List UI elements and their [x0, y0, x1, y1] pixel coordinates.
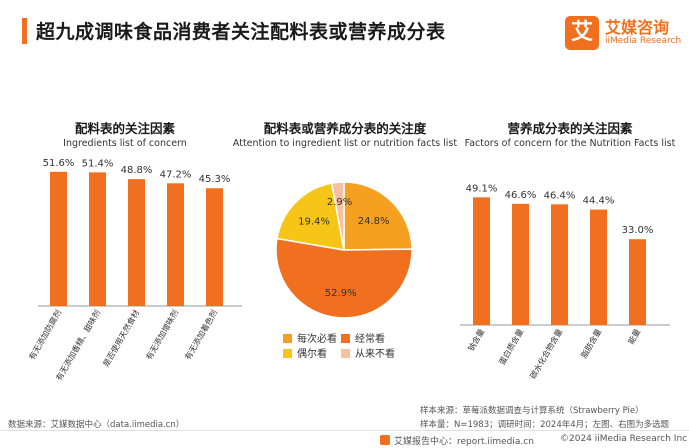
nutrition-bar — [473, 197, 490, 325]
legend-item-always: 每次必看 — [283, 330, 337, 345]
title-accent-bar — [22, 18, 27, 44]
ingredients-bar — [89, 172, 106, 306]
ingredients-bar — [50, 171, 67, 306]
legend-swatch — [283, 349, 292, 358]
right-chart-title: 营养成分表的关注因素 — [507, 121, 633, 136]
logo-mark: 艾 — [565, 16, 599, 50]
nutrition-value-label: 46.4% — [544, 190, 576, 201]
pie-value-label: 52.9% — [325, 288, 357, 299]
sample-size-note: 样本量：N=1983；调研时间：2024年4月；左图、右图为多选题 — [420, 420, 670, 430]
nutrition-category-label: 能量 — [626, 327, 643, 346]
report-icon — [380, 435, 390, 445]
logo-name-en: iiMedia Research — [605, 36, 682, 46]
left-chart-title: 配料表的关注因素 — [74, 121, 175, 136]
nutrition-bar — [551, 204, 568, 325]
footer-report-text: 艾媒报告中心：report.iimedia.cn — [394, 437, 534, 447]
nutrition-category-label: 蛋白质含量 — [497, 327, 526, 367]
page-title: 超九成调味食品消费者关注配料表或营养成分表 — [36, 21, 446, 43]
nutrition-value-label: 33.0% — [622, 225, 654, 236]
footer-divider — [0, 430, 689, 431]
pie-value-label: 2.9% — [327, 197, 352, 208]
ingredients-value-label: 51.6% — [43, 158, 75, 169]
logo-name-cn: 艾媒咨询 — [605, 18, 670, 37]
legend-label: 经常看 — [355, 334, 385, 345]
ingredients-bar — [128, 179, 145, 306]
ingredients-value-label: 47.2% — [160, 169, 192, 180]
pie-slice — [275, 237, 413, 319]
data-source-note: 数据来源：艾媒数据中心（data.iimedia.cn） — [8, 420, 185, 430]
nutrition-bar — [590, 209, 607, 325]
footer-copyright: ©2024 iiMedia Research Inc — [560, 434, 688, 444]
iimedia-logo: 艾 艾媒咨询 iiMedia Research — [565, 14, 682, 52]
legend-item-often: 经常看 — [341, 330, 385, 345]
pie-slice — [276, 182, 345, 251]
legend-label: 从来不看 — [355, 349, 395, 360]
legend-item-sometimes: 偶尔看 — [283, 345, 327, 360]
nutrition-value-label: 49.1% — [466, 183, 498, 194]
footer-report[interactable]: 艾媒报告中心：report.iimedia.cn — [380, 434, 534, 447]
nutrition-value-label: 44.4% — [583, 196, 615, 207]
pie-chart-title: 配料表或营养成分表的关注度 — [263, 121, 427, 136]
ingredients-value-label: 51.4% — [82, 158, 114, 169]
legend-swatch — [283, 334, 292, 343]
pie-chart-subtitle: Attention to ingredient list or nutritio… — [232, 138, 458, 149]
nutrition-category-label: 钠含量 — [466, 327, 487, 353]
nutrition-bar — [629, 239, 646, 325]
nutrition-category-label: 脂肪含量 — [579, 327, 604, 360]
pie-slice — [343, 181, 413, 251]
nutrition-value-label: 46.6% — [505, 190, 537, 201]
nutrition-category-label: 碳水化合物含量 — [528, 327, 565, 380]
legend-swatch — [341, 349, 350, 358]
ingredients-value-label: 48.8% — [121, 165, 153, 176]
pie-slice — [330, 181, 345, 251]
legend-swatch — [341, 334, 350, 343]
legend-item-never: 从来不看 — [341, 345, 395, 360]
pie-value-label: 19.4% — [298, 216, 330, 227]
ingredients-bar — [206, 188, 223, 306]
ingredients-value-label: 45.3% — [199, 174, 231, 185]
left-chart-subtitle: Ingredients list of concern — [63, 138, 187, 149]
legend-label: 偶尔看 — [297, 349, 327, 360]
pie-value-label: 24.8% — [358, 216, 390, 227]
ingredients-bar — [167, 183, 184, 306]
legend-label: 每次必看 — [297, 334, 337, 345]
sample-source-note: 样本来源：草莓派数据调查与计算系统（Strawberry Pie） — [420, 406, 644, 416]
right-chart-subtitle: Factors of concern for the Nutrition Fac… — [464, 138, 676, 149]
nutrition-bar — [512, 203, 529, 325]
